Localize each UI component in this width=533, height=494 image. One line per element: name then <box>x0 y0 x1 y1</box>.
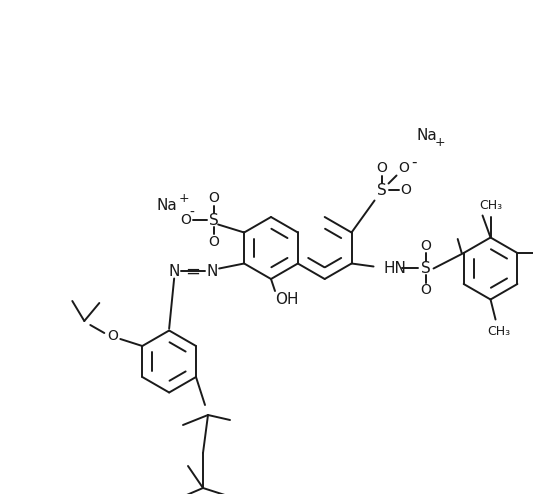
Text: HN: HN <box>384 261 407 276</box>
Text: S: S <box>209 213 219 228</box>
Text: O: O <box>420 284 431 297</box>
Text: O: O <box>420 240 431 253</box>
Text: O: O <box>181 213 191 228</box>
Text: CH₃: CH₃ <box>487 325 510 338</box>
Text: Na: Na <box>156 198 177 213</box>
Text: CH₃: CH₃ <box>479 199 502 212</box>
Text: -: - <box>411 155 416 170</box>
Text: S: S <box>421 261 431 276</box>
Text: O: O <box>107 329 118 343</box>
Text: +: + <box>434 136 445 149</box>
Text: O: O <box>376 162 387 175</box>
Text: O: O <box>400 183 411 198</box>
Text: S: S <box>377 183 386 198</box>
Text: Na: Na <box>417 128 437 143</box>
Text: N: N <box>206 264 218 279</box>
Text: O: O <box>209 236 220 249</box>
Text: O: O <box>398 162 409 175</box>
Text: OH: OH <box>275 291 299 306</box>
Text: =: = <box>184 262 200 281</box>
Text: -: - <box>190 206 195 219</box>
Text: N: N <box>168 264 180 279</box>
Text: +: + <box>178 192 189 205</box>
Text: O: O <box>209 192 220 206</box>
